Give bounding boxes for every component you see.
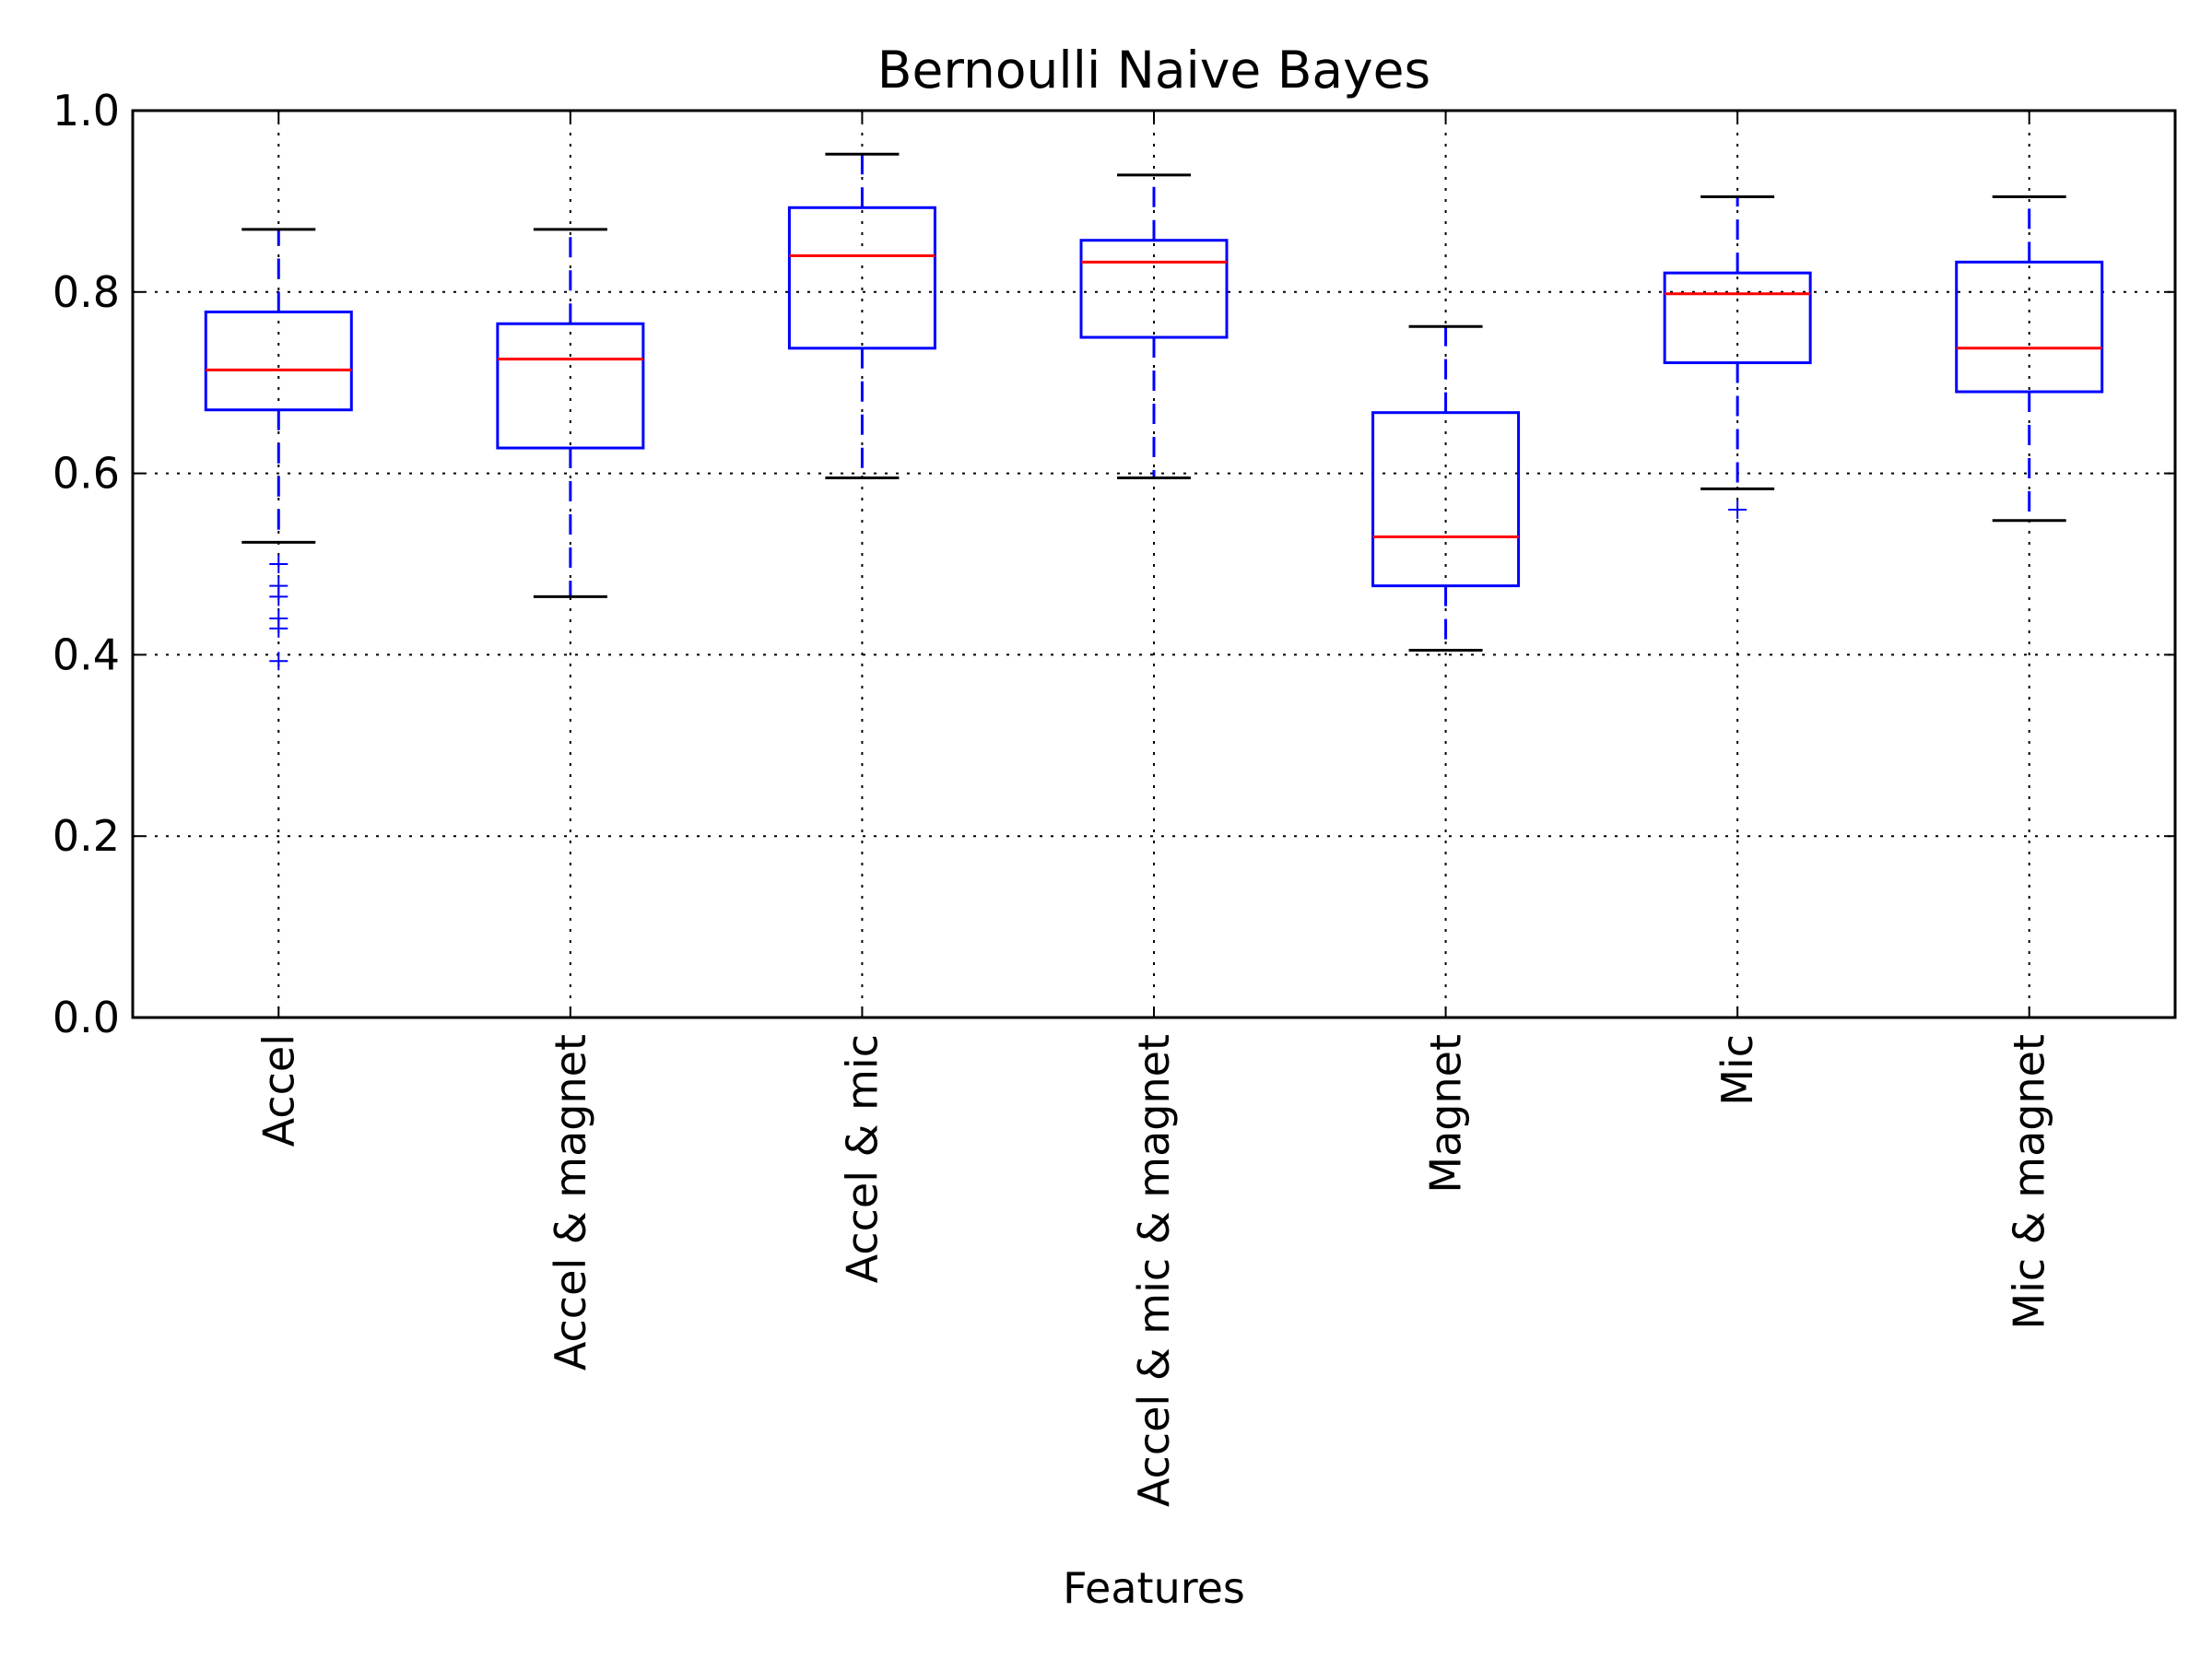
grid-layer: [133, 111, 2175, 1018]
boxes-layer: [204, 152, 2104, 671]
x-axis-label: Features: [1063, 1563, 1245, 1613]
outlier-point: [1728, 500, 1747, 519]
iqr-box: [204, 310, 353, 412]
outlier-point: [269, 587, 288, 606]
iqr-box: [787, 206, 936, 350]
box-group: [1955, 194, 2104, 523]
x-tick-label: Accel: [253, 1034, 303, 1147]
outlier-point: [269, 652, 288, 671]
y-tick-label: 0.0: [53, 993, 120, 1042]
x-tick-label: Mic & magnet: [2005, 1034, 2054, 1330]
box-group: [1663, 194, 1812, 519]
y-tick-label: 0.2: [53, 811, 120, 861]
iqr-box: [1079, 239, 1229, 339]
y-tick-label: 0.6: [53, 449, 120, 499]
x-tick-label: Accel & magnet: [546, 1034, 595, 1371]
chart-title: Bernoulli Naive Bayes: [877, 41, 1430, 100]
outlier-point: [269, 618, 288, 638]
box-group: [787, 152, 936, 480]
box-group: [1079, 173, 1229, 480]
iqr-box: [1955, 260, 2104, 394]
iqr-box: [496, 322, 645, 450]
x-tick-label: Magnet: [1421, 1034, 1471, 1194]
iqr-box: [1371, 411, 1521, 588]
box-group: [496, 228, 645, 598]
x-tick-label: Mic: [1712, 1034, 1762, 1106]
y-tick-label: 1.0: [53, 86, 120, 135]
box-group: [1371, 324, 1521, 652]
x-tick-label: Accel & mic & magnet: [1129, 1034, 1179, 1507]
x-tick-label: Accel & mic: [837, 1034, 887, 1283]
iqr-box: [1663, 271, 1812, 365]
y-tick-label: 0.4: [53, 629, 120, 679]
y-tick-label: 0.8: [53, 267, 120, 317]
box-group: [204, 228, 353, 671]
ticks-layer: 0.0 0.2 0.4 0.6 0.8 1.0 Accel Accel & magnet Acc…: [53, 86, 2175, 1507]
outlier-point: [269, 555, 288, 573]
